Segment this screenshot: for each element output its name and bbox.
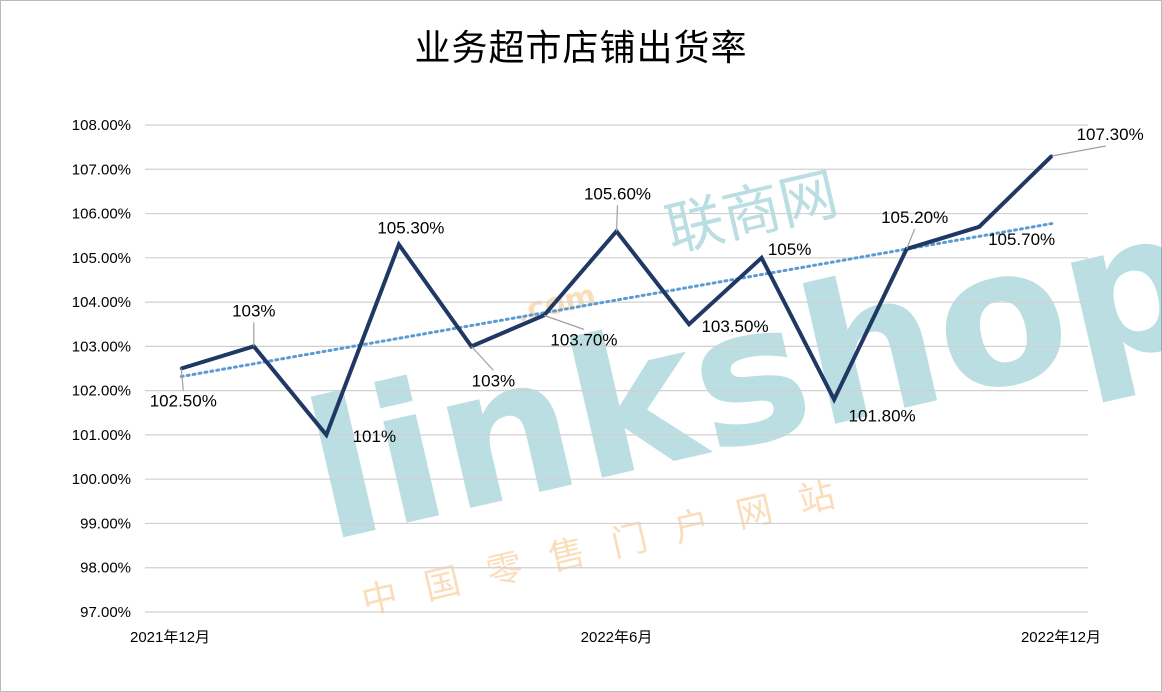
data-labels: 102.50% 103% 101% 105.30% 103% 103.70% 105.60%… <box>150 125 1144 446</box>
y-tick-label: 101.00% <box>72 427 131 444</box>
data-label: 107.30% <box>1077 125 1144 144</box>
x-tick-label: 2021年12月 <box>130 629 210 646</box>
data-point <box>977 225 981 229</box>
data-label: 102.50% <box>150 392 217 411</box>
x-tick-label: 2022年12月 <box>1021 629 1101 646</box>
data-point <box>760 256 764 260</box>
y-tick-label: 105.00% <box>72 250 131 267</box>
label-leader <box>615 205 619 232</box>
y-tick-label: 104.00% <box>72 294 131 311</box>
data-label: 103.50% <box>701 317 768 336</box>
label-leader <box>543 314 585 330</box>
label-leader <box>470 345 494 371</box>
data-label: 105.30% <box>377 219 444 238</box>
y-tick-label: 107.00% <box>72 161 131 178</box>
data-point <box>324 433 328 437</box>
label-leader <box>1051 145 1106 157</box>
y-tick-label: 97.00% <box>80 604 131 621</box>
y-tick-label: 106.00% <box>72 206 131 223</box>
data-label: 103% <box>472 371 515 390</box>
watermark: linkshop .com 联商网 中国零售门户网站 <box>288 159 1162 623</box>
y-tick-label: 99.00% <box>80 515 131 532</box>
y-axis-ticks: 97.00% 98.00% 99.00% 100.00% 101.00% 102.00% 1… <box>72 117 131 621</box>
gridlines <box>145 124 1088 613</box>
data-label: 101% <box>353 427 396 446</box>
label-leader <box>906 228 916 250</box>
trendline-line <box>179 222 1054 379</box>
y-tick-label: 100.00% <box>72 471 131 488</box>
data-point <box>687 322 691 326</box>
data-label: 101.80% <box>849 406 916 425</box>
data-label: 105.70% <box>988 230 1055 249</box>
data-label: 105% <box>768 240 811 259</box>
data-label: 103.70% <box>550 330 617 349</box>
x-tick-label: 2022年6月 <box>581 629 653 646</box>
trendline <box>179 222 1054 379</box>
chart-title: 业务超市店铺出货率 <box>414 28 748 69</box>
data-point <box>832 397 836 401</box>
data-point <box>397 243 401 247</box>
data-label: 103% <box>232 301 275 320</box>
y-tick-label: 102.00% <box>72 383 131 400</box>
data-label: 105.60% <box>584 184 651 203</box>
x-axis-ticks: 2021年12月 2022年6月 2022年12月 <box>130 629 1101 646</box>
label-leader-lines <box>180 145 1106 391</box>
y-tick-label: 103.00% <box>72 338 131 355</box>
label-leader <box>180 368 184 391</box>
data-label: 105.20% <box>881 208 948 227</box>
y-tick-label: 108.00% <box>72 117 131 134</box>
y-tick-label: 98.00% <box>80 560 131 577</box>
